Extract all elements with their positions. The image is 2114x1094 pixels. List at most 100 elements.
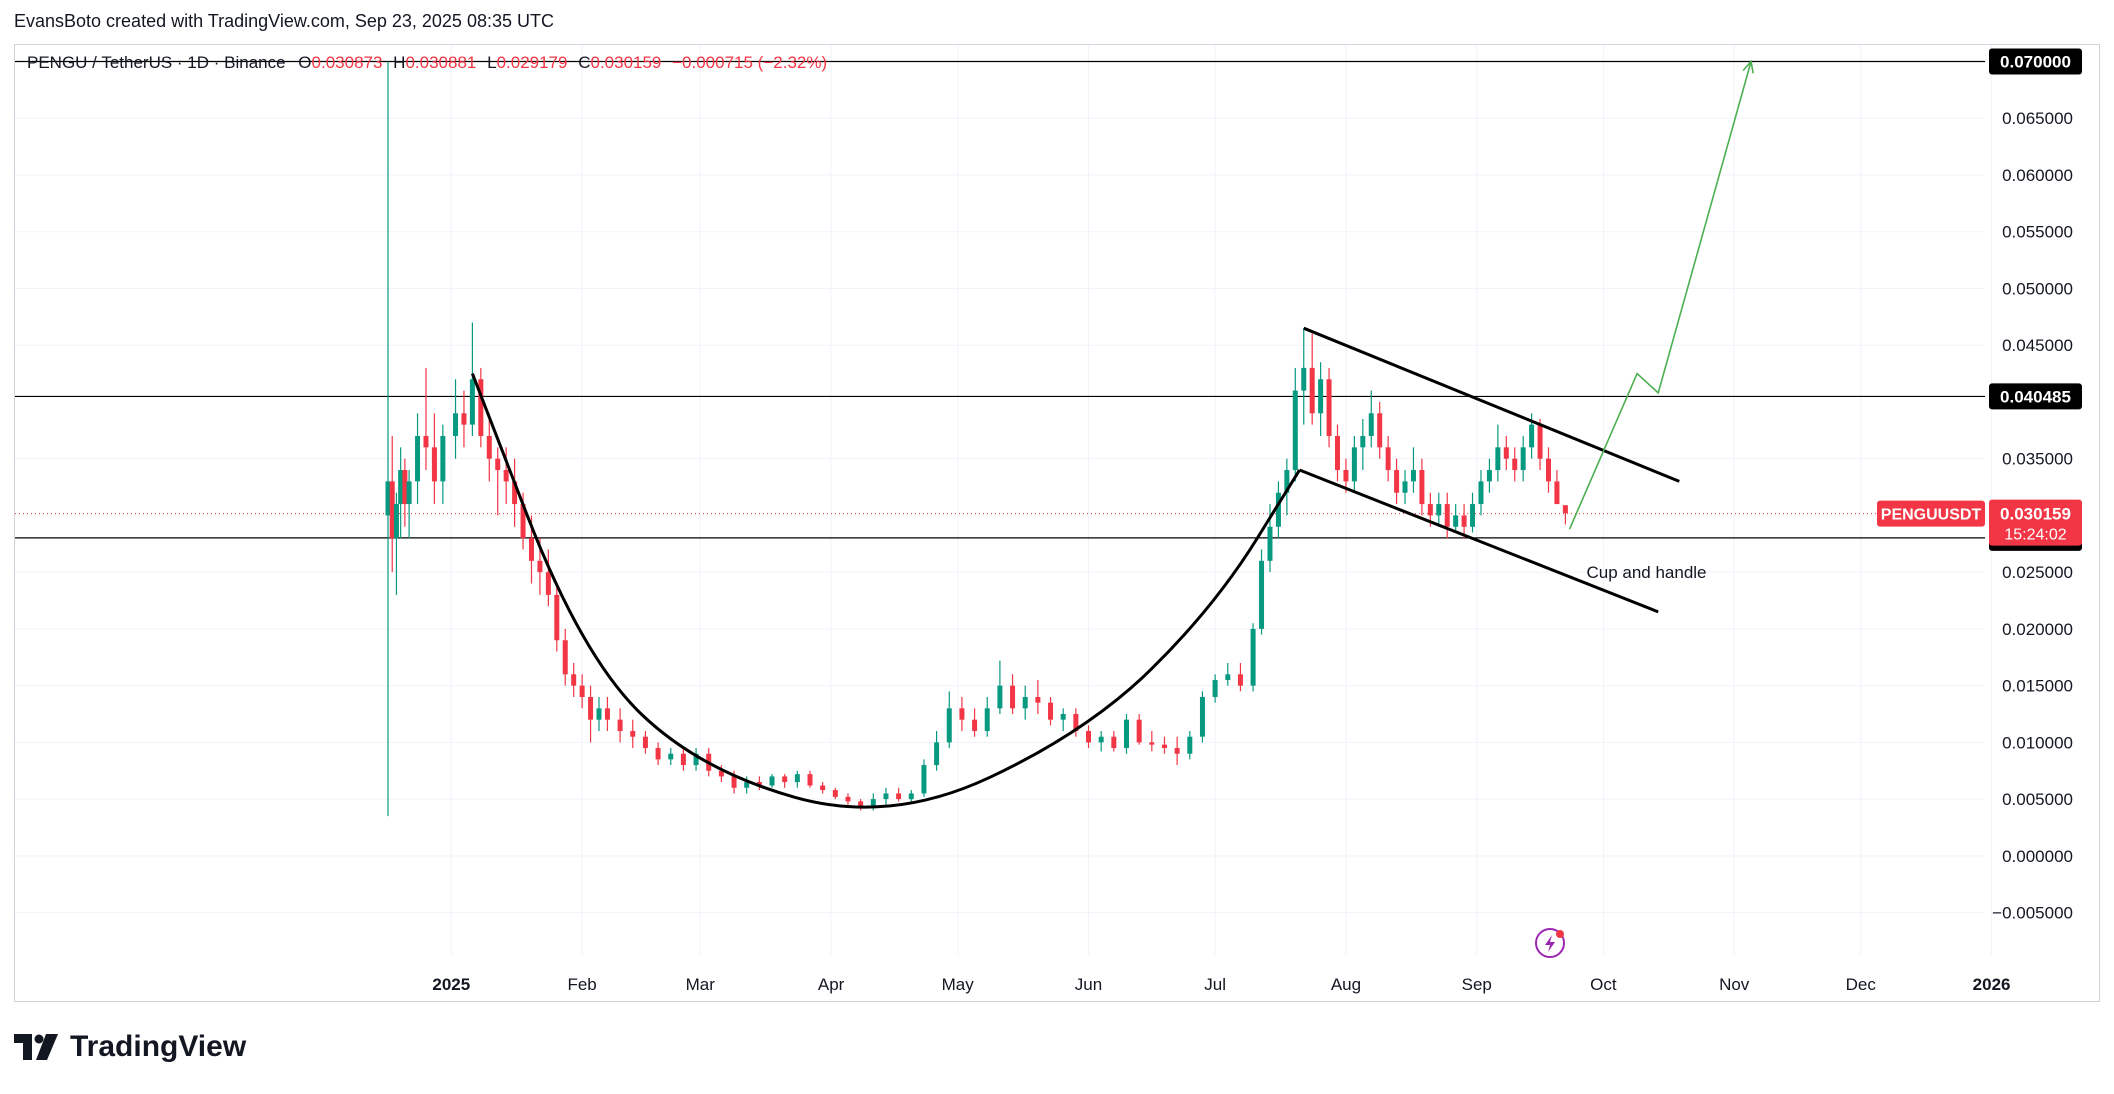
candle-body — [1250, 628, 1256, 686]
drawings: Cup and handle — [471, 59, 1754, 809]
candle-body — [596, 708, 602, 720]
x-axis-tick-label: Aug — [1331, 975, 1361, 994]
candle-body — [1199, 696, 1205, 737]
candle-body — [604, 708, 610, 720]
candle-body — [832, 790, 838, 797]
x-axis-tick-label: Feb — [567, 975, 596, 994]
price-tags: 0.0700000.0404850.0280210.03015915:24:02… — [1877, 48, 2082, 551]
candle-body — [554, 594, 560, 641]
candle-body — [1275, 492, 1281, 527]
candle-body — [1326, 379, 1332, 436]
candle-body — [406, 481, 412, 505]
projection-path — [1568, 61, 1752, 530]
x-axis: 2025 Feb Mar Apr May Jun Jul Aug Sep Oct Nov Dec 202… — [432, 975, 2010, 994]
candle-body — [1111, 736, 1117, 749]
candle-body — [402, 470, 408, 505]
symbol-tag: PENGUUSDT — [1881, 507, 1982, 524]
grid — [15, 45, 1993, 955]
cup-curve — [471, 373, 1301, 809]
candle-body — [972, 719, 978, 732]
candle-body — [1318, 379, 1324, 414]
candle-body — [1512, 458, 1518, 471]
candle-body — [1124, 719, 1129, 749]
candle-body — [1086, 731, 1092, 743]
candle-body — [1554, 481, 1560, 505]
x-axis-tick-label: Dec — [1846, 975, 1877, 994]
ohlc-legend: PENGU / TetherUS · 1D · Binance O0.03087… — [27, 53, 827, 73]
y-axis-tick-label: 0.055000 — [2002, 223, 2073, 242]
candle-body — [579, 685, 585, 697]
legend-high-value: 0.030881 — [405, 53, 477, 72]
candle-body — [1470, 504, 1476, 527]
candle-body — [1301, 367, 1307, 391]
candle-body — [453, 413, 459, 436]
candle-body — [617, 719, 623, 732]
tradingview-logo[interactable]: TradingView — [14, 1030, 246, 1064]
y-axis-tick-label: −0.005000 — [1992, 904, 2073, 923]
candle-body — [528, 538, 534, 561]
lightning-icon — [1535, 928, 1565, 958]
candle-body — [1161, 744, 1167, 749]
horizontal-levels — [15, 60, 1985, 539]
candle-body — [807, 774, 813, 786]
candle-body — [946, 708, 952, 743]
candle-body — [769, 776, 775, 786]
candle-body — [1495, 447, 1501, 471]
candle-body — [545, 572, 551, 595]
candle-body — [820, 785, 826, 791]
candle-body — [461, 413, 467, 425]
legend-low-label: L — [487, 53, 497, 72]
candle-body — [1187, 736, 1193, 754]
channel-upper-line — [1303, 326, 1680, 483]
candle-body — [680, 753, 686, 766]
candle-body — [1503, 447, 1509, 459]
candle-body — [1529, 424, 1535, 448]
y-axis-tick-label: 0.060000 — [2002, 166, 2073, 185]
candle-body — [1098, 736, 1104, 743]
candle-body — [588, 696, 594, 720]
chart-frame[interactable] — [14, 44, 2100, 1002]
projection-arrowhead — [1742, 59, 1754, 74]
candle-body — [883, 793, 889, 800]
y-axis-tick-label: 0.015000 — [2002, 677, 2073, 696]
candle-body — [1343, 470, 1349, 482]
candle-body — [794, 774, 800, 783]
legend-symbol[interactable]: PENGU / TetherUS · 1D · Binance — [27, 53, 286, 72]
candle-body — [440, 435, 446, 482]
candle-body — [1546, 458, 1551, 482]
y-axis-tick-label: 0.020000 — [2002, 620, 2073, 639]
countdown-timer: 15:24:02 — [2004, 527, 2066, 544]
legend-open-label: O — [298, 53, 312, 72]
candle-body — [1478, 481, 1484, 505]
x-axis-tick-label: Nov — [1719, 975, 1750, 994]
candle-body — [478, 379, 484, 436]
candle-body — [693, 753, 699, 766]
x-axis-tick-label: Jun — [1075, 975, 1102, 994]
candle-body — [1259, 560, 1265, 629]
candle-body — [385, 481, 391, 516]
candle-body — [1237, 674, 1243, 686]
x-axis-tick-label: Sep — [1462, 975, 1492, 994]
candle-body — [655, 748, 661, 760]
candle-body — [1410, 470, 1416, 482]
candle-body — [1225, 674, 1231, 680]
candle-body — [1351, 447, 1357, 482]
y-axis-tick-label: 0.045000 — [2002, 336, 2073, 355]
candle-body — [718, 770, 724, 777]
candle-body — [1385, 447, 1391, 471]
legend-open-value: 0.030873 — [311, 53, 383, 72]
candle-body — [1402, 481, 1408, 493]
candle-body — [934, 742, 940, 766]
candles — [385, 61, 1568, 817]
candle-body — [1537, 424, 1543, 459]
candle-body — [984, 708, 990, 732]
candle-body — [389, 481, 395, 539]
candle-body — [642, 736, 648, 749]
candle-body — [1419, 470, 1425, 505]
candle-body — [870, 799, 876, 809]
notification-dot — [1556, 930, 1564, 938]
candle-body — [1136, 719, 1142, 743]
x-axis-tick-label: Apr — [818, 975, 845, 994]
lightning-bolt — [1545, 935, 1555, 952]
